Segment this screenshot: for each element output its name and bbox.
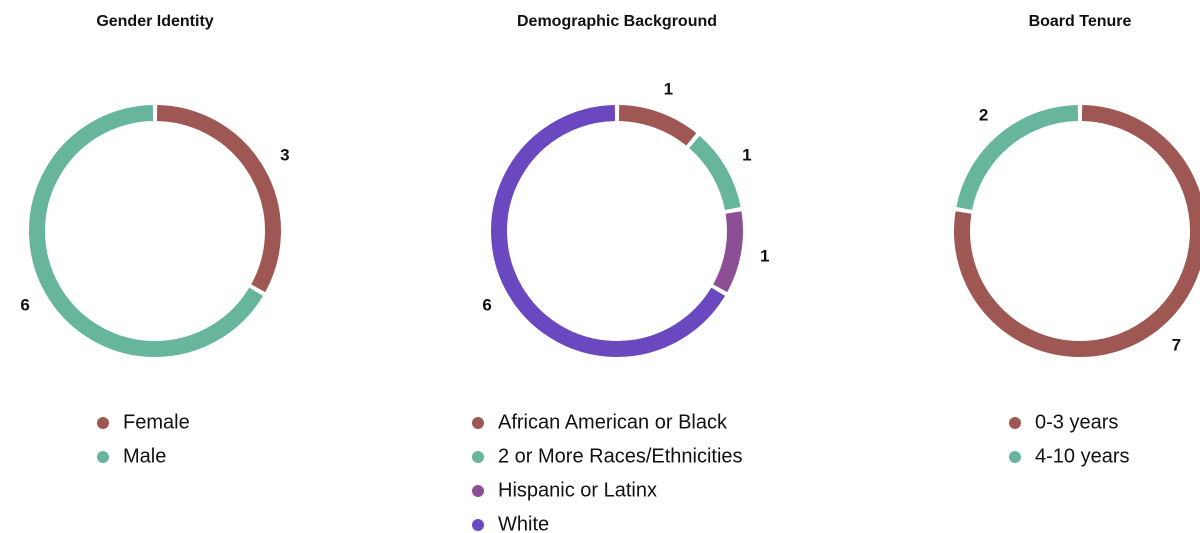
legend-swatch bbox=[1009, 451, 1021, 463]
donut-slice bbox=[689, 135, 741, 211]
donut-slice bbox=[956, 105, 1079, 211]
legend-label: Male bbox=[123, 445, 166, 467]
donut-slice bbox=[156, 105, 281, 293]
value-label: 6 bbox=[20, 295, 29, 314]
legend-label: 2 or More Races/Ethnicities bbox=[498, 445, 743, 467]
value-label: 6 bbox=[482, 295, 491, 314]
legend-swatch bbox=[472, 417, 484, 429]
donut-slice bbox=[954, 105, 1200, 357]
donut-slice bbox=[713, 211, 743, 293]
value-label: 3 bbox=[280, 145, 289, 164]
legend-label: 4-10 years bbox=[1035, 445, 1130, 467]
value-label: 1 bbox=[664, 80, 673, 99]
legend-swatch bbox=[472, 519, 484, 531]
legend-swatch bbox=[472, 485, 484, 497]
legend-label: White bbox=[498, 513, 549, 533]
donut-slice bbox=[29, 105, 263, 357]
chart-title: Board Tenure bbox=[1029, 13, 1132, 30]
donut-slice bbox=[618, 105, 697, 146]
value-label: 7 bbox=[1172, 335, 1181, 354]
legend-label: Female bbox=[123, 411, 190, 433]
value-label: 1 bbox=[742, 145, 751, 164]
legend-swatch bbox=[472, 451, 484, 463]
donut-slice bbox=[491, 105, 725, 357]
legend-swatch bbox=[1009, 417, 1021, 429]
chart-title: Demographic Background bbox=[517, 13, 717, 30]
legend-label: African American or Black bbox=[498, 411, 728, 433]
chart-title: Gender Identity bbox=[96, 13, 213, 30]
legend-label: Hispanic or Latinx bbox=[498, 479, 657, 501]
legend-swatch bbox=[97, 417, 109, 429]
legend-swatch bbox=[97, 451, 109, 463]
value-label: 2 bbox=[979, 106, 988, 125]
legend-label: 0-3 years bbox=[1035, 411, 1118, 433]
value-label: 1 bbox=[760, 247, 769, 266]
